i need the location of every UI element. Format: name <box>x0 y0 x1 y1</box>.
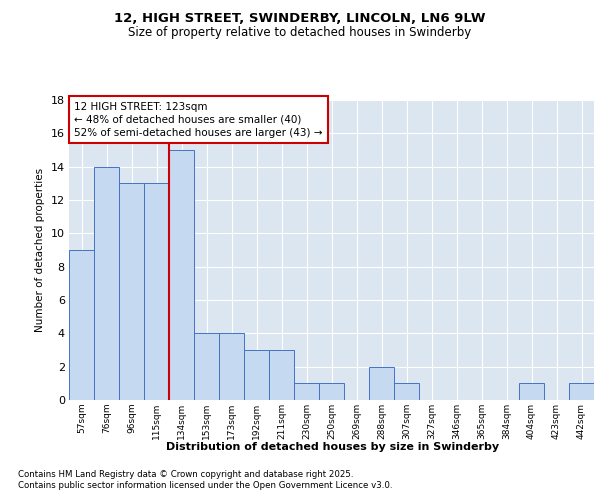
Bar <box>294 384 319 400</box>
Bar <box>244 350 269 400</box>
Text: 12, HIGH STREET, SWINDERBY, LINCOLN, LN6 9LW: 12, HIGH STREET, SWINDERBY, LINCOLN, LN6… <box>114 12 486 26</box>
Bar <box>194 334 219 400</box>
Text: 12 HIGH STREET: 123sqm
← 48% of detached houses are smaller (40)
52% of semi-det: 12 HIGH STREET: 123sqm ← 48% of detached… <box>74 102 323 138</box>
Bar <box>219 334 244 400</box>
Bar <box>69 250 94 400</box>
Text: Distribution of detached houses by size in Swinderby: Distribution of detached houses by size … <box>166 442 500 452</box>
Bar <box>144 184 169 400</box>
Text: Contains HM Land Registry data © Crown copyright and database right 2025.: Contains HM Land Registry data © Crown c… <box>18 470 353 479</box>
Text: Size of property relative to detached houses in Swinderby: Size of property relative to detached ho… <box>128 26 472 39</box>
Bar <box>269 350 294 400</box>
Bar <box>519 384 544 400</box>
Bar <box>369 366 394 400</box>
Bar <box>169 150 194 400</box>
Bar <box>394 384 419 400</box>
Bar <box>94 166 119 400</box>
Bar <box>319 384 344 400</box>
Text: Contains public sector information licensed under the Open Government Licence v3: Contains public sector information licen… <box>18 481 392 490</box>
Bar <box>569 384 594 400</box>
Bar <box>119 184 144 400</box>
Y-axis label: Number of detached properties: Number of detached properties <box>35 168 45 332</box>
